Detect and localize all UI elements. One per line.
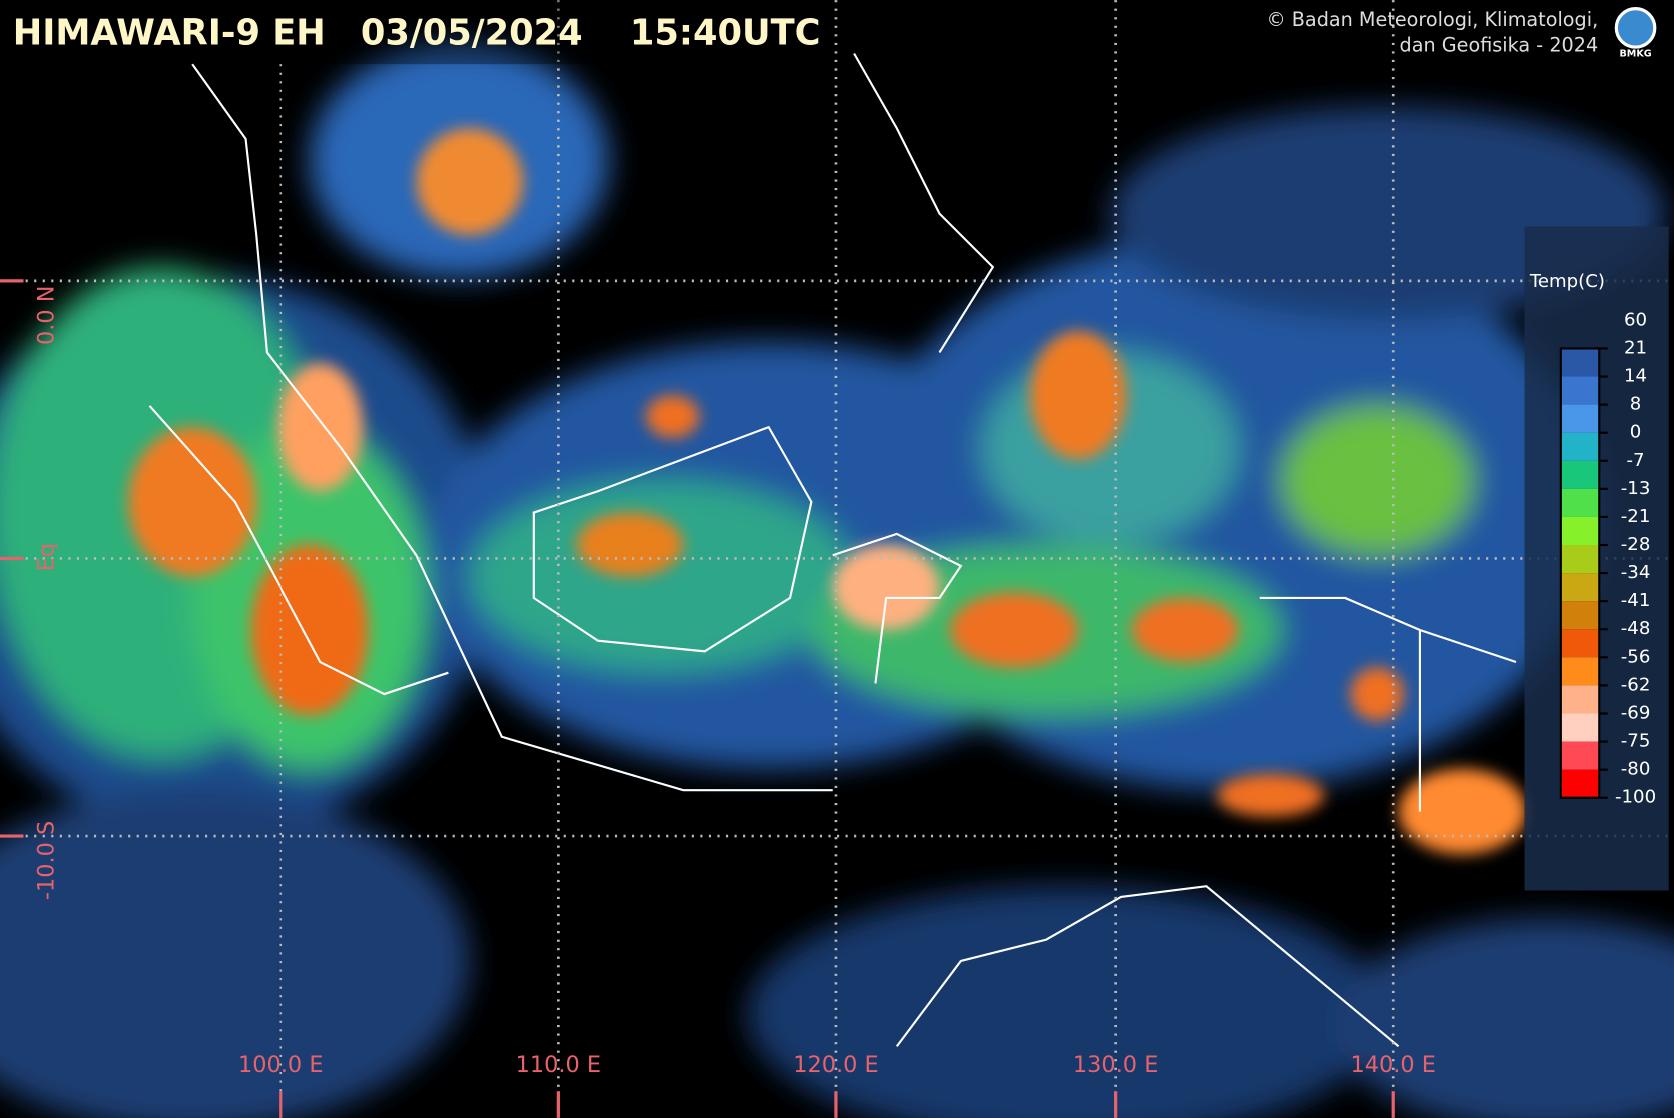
legend: 60 21 14 8 0 -7 -13 -21 -28 -34 -41 -48 -56 -62 -69 -75…: [1559, 309, 1656, 808]
latitude-label: Eq: [33, 543, 59, 571]
legend-tick-label: 8: [1630, 394, 1642, 415]
logo-text: BMKG: [1619, 48, 1651, 59]
legend-tick-label: -80: [1621, 759, 1651, 780]
legend-tick-label: -62: [1621, 674, 1651, 695]
longitude-label: 120.0 E: [793, 1052, 878, 1078]
legend-title: Temp(C): [1529, 271, 1605, 292]
logo: [1614, 7, 1657, 49]
legend-tick-label: -69: [1621, 702, 1651, 723]
axes: 100.0 E 110.0 E 120.0 E 130.0 E 140.0 E 0.0 N…: [0, 279, 1436, 1118]
legend-swatch: [1560, 545, 1600, 574]
longitude-label: 100.0 E: [238, 1052, 323, 1078]
legend-swatch: [1560, 601, 1600, 630]
legend-swatch: [1560, 432, 1600, 461]
longitude-label: 130.0 E: [1073, 1052, 1158, 1078]
coastlines: [148, 52, 1517, 1048]
legend-swatch: [1560, 348, 1600, 377]
legend-swatch: [1560, 516, 1600, 546]
legend-swatch: [1560, 376, 1600, 405]
legend-tick-label: -75: [1621, 731, 1651, 752]
legend-tick-label: 14: [1624, 366, 1647, 387]
longitude-label: 140.0 E: [1351, 1052, 1436, 1078]
legend-swatch: [1560, 573, 1600, 602]
legend-swatch: [1560, 713, 1600, 742]
legend-swatch: [1560, 685, 1600, 714]
latitude-label: -10.0 S: [33, 821, 59, 900]
legend-tick-label: 0: [1630, 422, 1642, 443]
legend-tick-label: -34: [1621, 562, 1651, 583]
legend-tick-label: -21: [1621, 506, 1651, 527]
legend-tick-label: -56: [1621, 646, 1651, 667]
copyright: © Badan Meteorologi, Klimatologi,: [1266, 8, 1598, 31]
legend-tick-label: 60: [1624, 309, 1647, 330]
latitude-label: 0.0 N: [33, 285, 59, 345]
time: 15:40UTC: [630, 12, 821, 53]
legend-swatch: [1560, 629, 1600, 658]
legend-tick-label: -13: [1621, 478, 1651, 499]
legend-bar-outline: [1559, 347, 1601, 799]
legend-tick-label: 21: [1624, 337, 1647, 358]
satellite-name: HIMAWARI-9 EH: [13, 12, 326, 53]
legend-swatch: [1560, 769, 1600, 798]
longitude-label: 110.0 E: [516, 1052, 601, 1078]
legend-swatch: [1560, 657, 1600, 686]
title-box: [0, 0, 630, 65]
legend-swatch: [1560, 488, 1600, 517]
legend-swatch: [1560, 460, 1600, 489]
legend-tick-label: -7: [1627, 450, 1645, 471]
legend-swatch: [1560, 741, 1600, 770]
legend-swatch: [1560, 404, 1600, 433]
date: 03/05/2024: [361, 12, 583, 53]
legend-tick-label: -48: [1621, 618, 1651, 639]
copyright: dan Geofisika - 2024: [1400, 34, 1599, 57]
legend-tick-label: -28: [1621, 534, 1651, 555]
legend-tick-label: -100: [1615, 787, 1656, 808]
legend-tick-label: -41: [1621, 590, 1651, 611]
